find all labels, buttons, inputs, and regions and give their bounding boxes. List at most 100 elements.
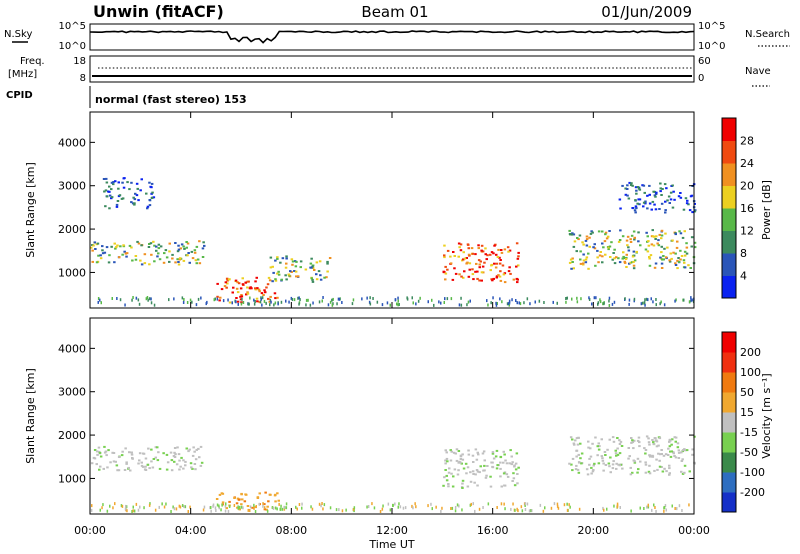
velocity-ground-echo [175, 507, 178, 511]
velocity-echo [592, 464, 595, 467]
velocity-ground-echo [404, 506, 407, 510]
power-echo [91, 249, 94, 252]
power-echo [156, 255, 159, 258]
velocity-echo [462, 467, 466, 470]
power-echo [630, 234, 634, 237]
power-echo [678, 230, 681, 233]
velocity-echo [464, 462, 468, 465]
power-echo [677, 260, 681, 263]
velocity-echo [198, 456, 201, 459]
power-echo [666, 199, 669, 202]
velocity-echo [576, 443, 580, 446]
velocity-ground-echo [210, 509, 212, 513]
power-echo [103, 251, 107, 254]
power-ground-echo [273, 303, 275, 307]
power-echo [265, 286, 268, 289]
power-ground-echo [398, 303, 400, 306]
velocity-ground-echo [451, 506, 454, 510]
power-echo [112, 183, 115, 186]
velocity-ytick-label: 2000 [58, 429, 86, 442]
power-ylabel: Slant Range [km] [24, 162, 37, 258]
velocity-echo [177, 453, 181, 456]
velocity-echo [611, 467, 615, 470]
velocity-echo [668, 464, 671, 467]
velocity-echo [575, 464, 578, 467]
power-ground-echo [249, 296, 251, 300]
power-echo [498, 262, 502, 265]
power-echo [105, 246, 109, 249]
power-ground-echo [331, 298, 333, 302]
power-ground-echo [526, 297, 529, 301]
velocity-ground-echo [353, 506, 356, 510]
power-ground-echo [655, 303, 657, 307]
velocity-echo [590, 472, 593, 475]
power-echo [236, 300, 240, 303]
velocity-echo [638, 445, 641, 448]
velocity-echo [98, 468, 101, 471]
power-echo [113, 242, 116, 245]
velocity-echo [193, 450, 196, 453]
velocity-ground-echo [227, 509, 230, 513]
velocity-echo [130, 451, 133, 454]
power-echo [458, 246, 461, 249]
velocity-ground-echo [542, 509, 545, 513]
velocity-ground-echo [366, 505, 368, 509]
power-echo [468, 262, 472, 265]
power-echo [648, 193, 651, 196]
power-echo [116, 200, 120, 202]
power-echo [498, 256, 501, 259]
power-echo [268, 279, 272, 282]
power-ground-echo [150, 297, 152, 301]
power-echo [507, 250, 510, 253]
power-ground-echo [369, 296, 371, 300]
power-ground-echo [599, 300, 602, 304]
x-tick-label: 00:00 [678, 524, 710, 537]
velocity-echo [125, 461, 128, 464]
power-ground-echo [645, 297, 648, 301]
velocity-echo [93, 457, 97, 460]
power-ground-echo [195, 303, 198, 307]
velocity-echo [575, 437, 579, 440]
velocity-echo [496, 464, 499, 467]
power-echo [446, 268, 449, 271]
power-echo [613, 262, 617, 265]
velocity-echo [571, 457, 575, 460]
power-echo [588, 245, 591, 248]
power-ground-echo [254, 300, 256, 303]
power-ground-echo [419, 296, 421, 300]
power-echo [660, 251, 663, 254]
velocity-ground-echo [450, 507, 452, 510]
power-echo [198, 240, 201, 243]
velocity-ground-echo [285, 502, 288, 506]
velocity-echo [162, 452, 165, 455]
velocity-echo [90, 462, 94, 465]
velocity-echo [221, 501, 225, 504]
power-echo [622, 251, 625, 254]
power-echo [587, 252, 590, 255]
velocity-echo [492, 457, 496, 460]
velocity-echo [112, 460, 116, 463]
velocity-echo [466, 485, 470, 488]
power-echo [679, 192, 682, 194]
power-echo [139, 189, 142, 192]
velocity-echo [658, 437, 662, 440]
velocity-echo [627, 457, 630, 460]
velocity-echo [117, 456, 121, 458]
velocity-echo [478, 471, 481, 474]
power-ground-echo [372, 297, 374, 300]
velocity-ground-echo [109, 504, 111, 508]
power-echo [244, 281, 248, 284]
power-echo [674, 252, 677, 255]
power-echo [245, 293, 248, 296]
power-echo [626, 244, 629, 247]
power-echo [198, 262, 202, 265]
power-echo [679, 249, 682, 252]
velocity-echo [670, 443, 673, 446]
power-echo [658, 208, 661, 210]
velocity-echo [449, 449, 452, 452]
power-ground-echo [644, 298, 646, 302]
power-echo [643, 191, 646, 194]
power-ground-echo [460, 296, 462, 300]
velocity-colorbar-tick: -200 [740, 486, 765, 499]
